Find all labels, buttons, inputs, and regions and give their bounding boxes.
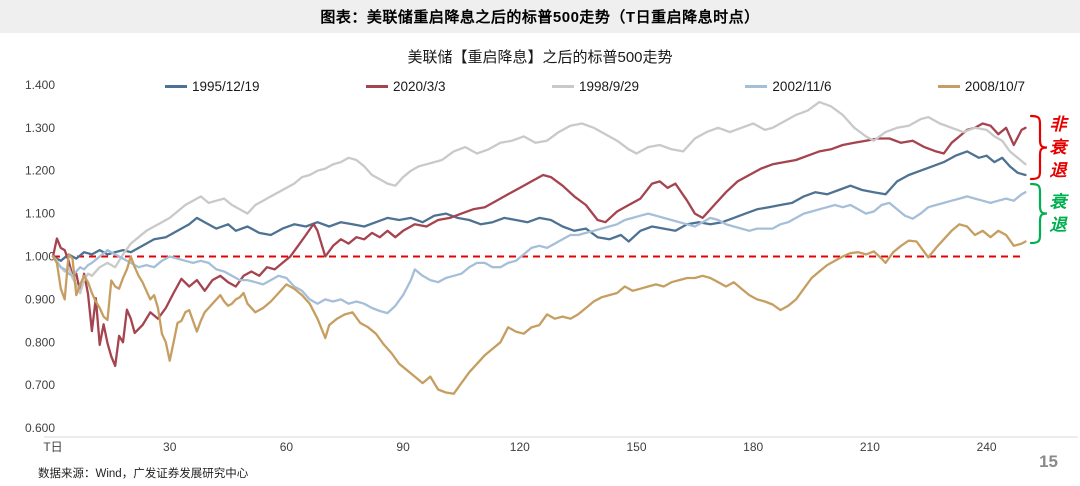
annotation-label-char: 退 — [1050, 216, 1069, 235]
x-axis-tick-label: 210 — [860, 440, 880, 454]
x-axis-tick-label: 180 — [743, 440, 763, 454]
legend-item-2008-10-7: 2008/10/7 — [937, 79, 1025, 94]
y-axis-tick-label: 0.800 — [25, 335, 55, 349]
series-line-1995-12-19 — [51, 150, 1027, 262]
annotation-brace-non-recession — [1029, 114, 1048, 181]
legend-label: 2002/11/6 — [772, 79, 832, 94]
y-axis-tick-label: 1.000 — [25, 250, 55, 264]
legend-swatch — [365, 85, 388, 88]
legend-swatch — [745, 85, 768, 88]
x-axis-tick-label: 120 — [510, 440, 530, 454]
legend-swatch — [937, 85, 960, 88]
x-axis-tick-label: 90 — [396, 440, 410, 454]
legend-item-2002-11-6: 2002/11/6 — [745, 79, 831, 94]
legend-swatch — [165, 85, 187, 88]
legend-label: 2020/3/3 — [392, 79, 446, 94]
x-axis-tick-label: 60 — [280, 440, 294, 454]
annotation-label-char: 非 — [1050, 115, 1070, 134]
chart-title: 美联储【重启降息】之后的标普500走势 — [407, 49, 673, 66]
x-axis-tick-label: 30 — [163, 440, 177, 454]
legend-label: 1998/9/29 — [578, 79, 640, 94]
figure-caption: 图表：美联储重启降息之后的标普500走势（T日重启降息时点） — [320, 9, 760, 26]
legend-label: 1995/12/19 — [192, 79, 260, 94]
x-axis-tick-label: 240 — [977, 440, 997, 454]
y-axis-tick-label: 1.400 — [25, 78, 55, 92]
annotation-label-char: 衰 — [1050, 138, 1070, 157]
y-axis-tick-label: 0.900 — [25, 292, 55, 306]
legend-swatch — [551, 85, 574, 88]
series-line-2008-10-7 — [51, 223, 1027, 395]
y-axis-tick-label: 1.300 — [25, 121, 55, 135]
series-line-1998-9-29 — [51, 100, 1027, 295]
legend-item-1998-9-29: 1998/9/29 — [551, 79, 640, 94]
annotation-label-char: 退 — [1050, 161, 1069, 180]
x-axis-tick-label: T日 — [43, 440, 62, 454]
y-axis-tick-label: 1.200 — [25, 164, 55, 178]
page-number: 15 — [1039, 452, 1058, 471]
slide-header: 图表：美联储重启降息之后的标普500走势（T日重启降息时点） — [0, 0, 1080, 33]
annotation-label-char: 衰 — [1050, 193, 1070, 212]
y-axis-tick-label: 1.100 — [25, 207, 55, 221]
x-axis-tick-label: 150 — [626, 440, 646, 454]
series-line-2020-3-3 — [51, 122, 1027, 368]
y-axis-tick-label: 0.600 — [25, 421, 55, 435]
legend-item-2020-3-3: 2020/3/3 — [365, 79, 446, 94]
legend-label: 2008/10/7 — [964, 79, 1025, 94]
legend-item-1995-12-19: 1995/12/19 — [165, 79, 260, 94]
series-line-2002-11-6 — [51, 191, 1027, 315]
annotation-brace-recession — [1029, 182, 1048, 245]
y-axis-tick-label: 0.700 — [25, 378, 55, 392]
data-source: 数据来源：Wind，广发证券发展研究中心 — [38, 468, 249, 480]
chart-legend: 1995/12/19 2020/3/3 1998/9/29 2002/11/6 2008… — [165, 79, 1025, 94]
